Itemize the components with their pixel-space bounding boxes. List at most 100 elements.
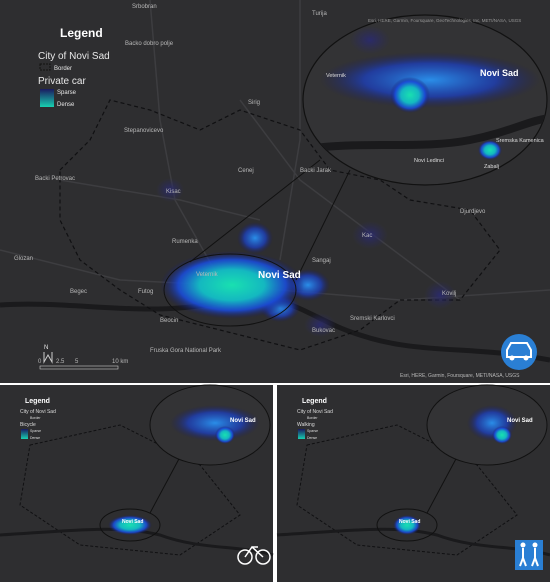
inset-place-label: Novi Ledinci (414, 158, 444, 164)
place-label: Stepanovicevo (124, 128, 164, 134)
map-shape (304, 313, 336, 337)
legend-sparse: Sparse (57, 90, 77, 96)
place-label: Glozan (14, 256, 33, 262)
place-label: Bukovac (312, 328, 335, 334)
scale-label: 5 (75, 359, 79, 365)
inset-place-label: Veternik (326, 73, 346, 79)
map-shape (239, 99, 461, 301)
inset-place-label: Zabalj (484, 164, 499, 170)
map-shape (320, 52, 540, 108)
walking-icon (532, 542, 538, 548)
place-label: Backo dobro polje (125, 41, 174, 47)
place-label: Rumenka (172, 239, 198, 245)
scale-label: 2.5 (56, 359, 65, 365)
legend-border: Border (54, 66, 72, 72)
walking-icon (519, 548, 527, 567)
river (0, 527, 274, 557)
map-shape (523, 355, 529, 361)
map-shape (390, 77, 430, 113)
place-label: Kisac (166, 189, 181, 195)
map-shape (59, 179, 261, 221)
map-shape (39, 63, 51, 71)
inset-place-label: Novi Sad (480, 68, 519, 78)
place-label: Sirig (248, 100, 260, 106)
place-label: Srbobran (132, 4, 157, 10)
north-arrow: N (44, 345, 48, 351)
map-shape (39, 365, 119, 370)
map-shape (156, 178, 184, 202)
place-label: Novi Sad (399, 519, 420, 525)
legend-city: City of Novi Sad (297, 409, 333, 415)
place-label: Kac (362, 233, 372, 239)
layer: Srbobran Turija Backo dobro polje Sirig Step… (14, 4, 486, 354)
legend-mode: Private car (38, 76, 86, 87)
inset-place-label: Sremska Kamenica (496, 138, 545, 144)
zoom-ring (376, 508, 438, 542)
place-label: Novi Sad (258, 270, 301, 281)
place-label: Novi Sad (122, 519, 143, 525)
zoom-line (426, 456, 458, 514)
inset-place-label: Novi Sad (507, 418, 533, 424)
legend-ramp (21, 429, 28, 439)
inset-place-label: Novi Sad (230, 418, 256, 424)
legend-mode: Bicycle (20, 422, 36, 428)
legend-title: Legend (60, 26, 103, 40)
heat (393, 515, 421, 535)
inset-heat (492, 426, 512, 444)
border (19, 424, 241, 556)
legend-city: City of Novi Sad (20, 409, 56, 415)
legend-title: Legend (25, 398, 50, 405)
place-label: Veternik (196, 272, 219, 278)
map-shape (149, 0, 221, 281)
place-label: Sremski Karlovci (350, 316, 395, 322)
map-shape (279, 0, 301, 261)
legend-sparse: Sparse (30, 429, 41, 433)
map-shape (163, 253, 297, 327)
map-shape (424, 281, 456, 309)
place-label: Turija (312, 11, 327, 17)
attribution: Esri, HERE, Garmin, Foursquare, METI/NAS… (400, 373, 520, 379)
place-label: Backi Petrovac (35, 176, 75, 182)
legend-ramp (298, 429, 305, 439)
bicycle-icon (255, 549, 271, 565)
map-shape (509, 355, 515, 361)
place-label: Fruska Gora National Park (150, 348, 222, 354)
map-shape (295, 169, 351, 281)
inset-heat (170, 405, 260, 441)
map-shape (303, 114, 547, 154)
map-shape (237, 222, 273, 254)
map-shape (478, 140, 502, 160)
place-label: Begec (70, 289, 87, 295)
place-label: Beocin (160, 318, 178, 324)
zoom-ring (99, 508, 161, 542)
legend-sparse: Sparse (307, 429, 318, 433)
map-shape (43, 352, 53, 364)
place-label: Backi Jarak (300, 168, 332, 174)
legend-dense: Dense (307, 436, 317, 440)
layer (303, 26, 547, 160)
legend-dense: Dense (30, 436, 40, 440)
map-shape (189, 159, 321, 263)
inset-attribution: Esri, HERE, Garmin, Foursquare, GeoTechn… (368, 18, 521, 23)
river (276, 527, 550, 557)
legend-mode: Walking (297, 422, 315, 428)
map-shape (40, 89, 54, 107)
legend-dense: Dense (57, 102, 75, 108)
scale-label: 0 (38, 359, 42, 365)
walking-icon (531, 548, 539, 567)
legend-border: Border (30, 416, 41, 420)
zoom-line (149, 456, 181, 514)
legend-title: Legend (302, 398, 327, 405)
place-label: Cenej (238, 168, 254, 174)
map-shape (506, 342, 532, 358)
map-shape (352, 221, 388, 249)
place-label: Djurdjevo (460, 209, 486, 215)
walking-icon (520, 542, 526, 548)
heat (108, 515, 152, 535)
scale-label: 10 km (112, 359, 128, 365)
place-label: Futog (138, 289, 153, 295)
legend-city: City of Novi Sad (38, 51, 110, 62)
inset-heat (215, 426, 235, 444)
